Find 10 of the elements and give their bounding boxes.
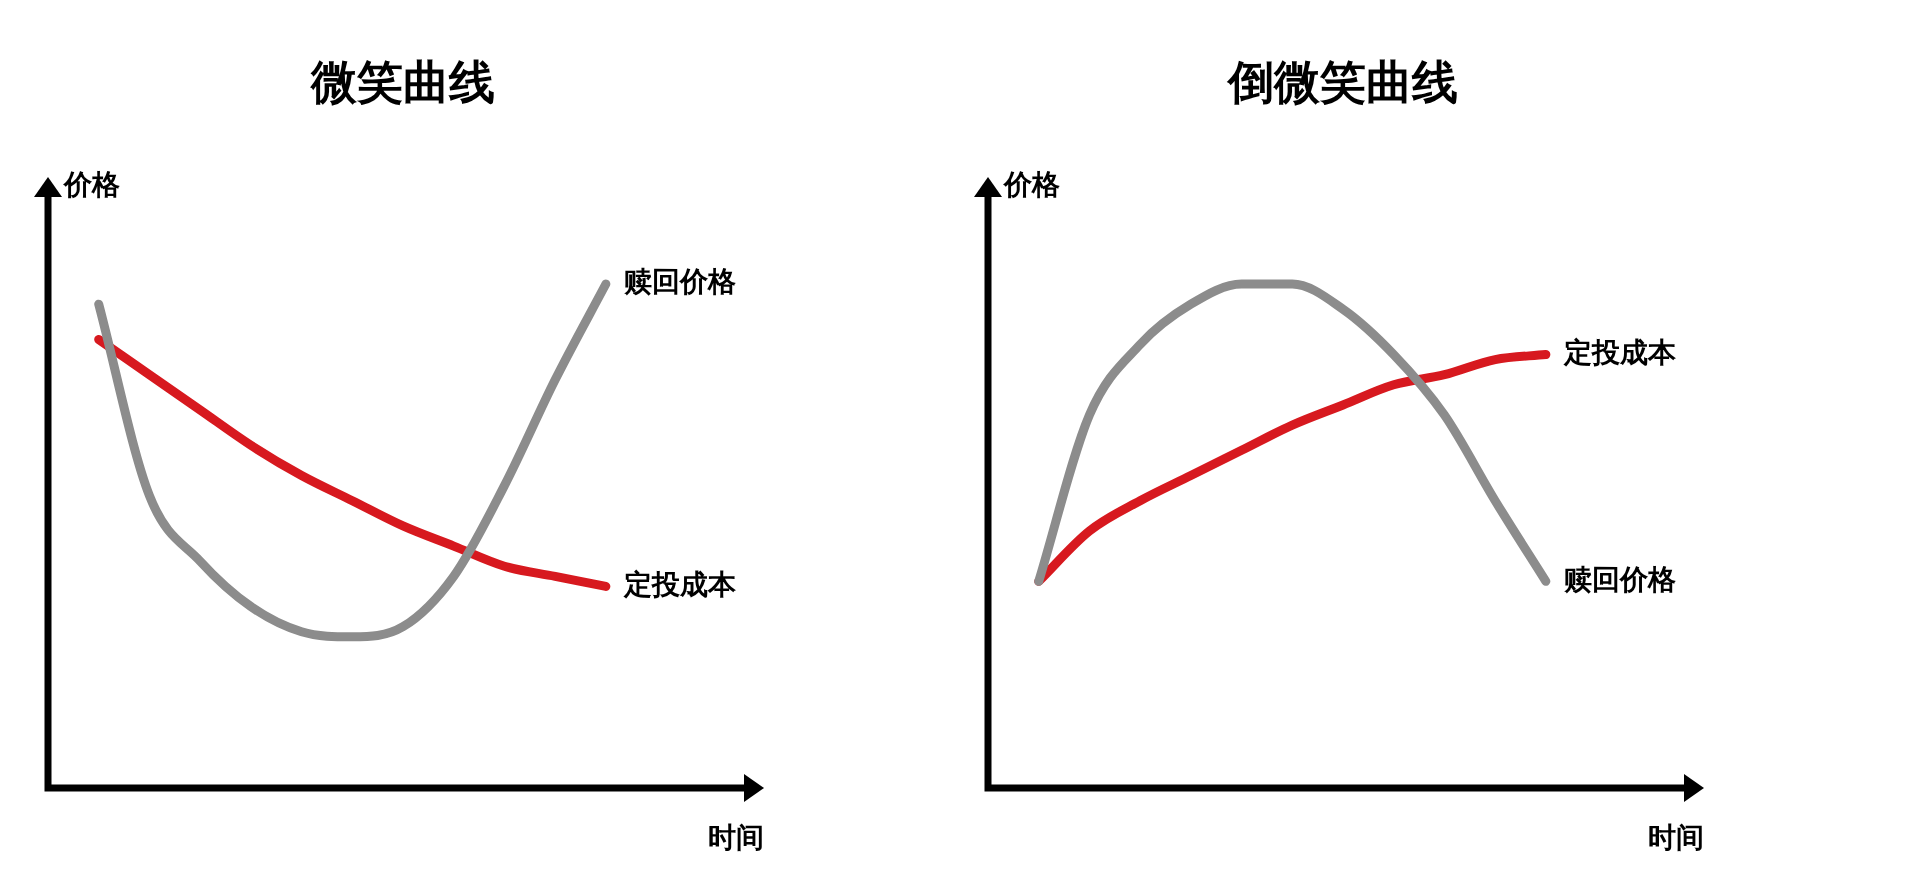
series-label: 赎回价格	[1563, 562, 1676, 596]
series-label: 定投成本	[1562, 335, 1677, 369]
series-label: 定投成本	[622, 567, 737, 601]
chart-title: 微笑曲线	[310, 54, 495, 109]
y-axis-title: 价格	[1003, 168, 1060, 202]
x-axis-title: 时间	[708, 821, 764, 855]
x-axis-title: 时间	[1648, 821, 1704, 855]
y-axis-title: 价格	[63, 168, 120, 202]
chart-title: 倒微笑曲线	[1226, 54, 1458, 109]
series-label: 赎回价格	[623, 265, 736, 299]
